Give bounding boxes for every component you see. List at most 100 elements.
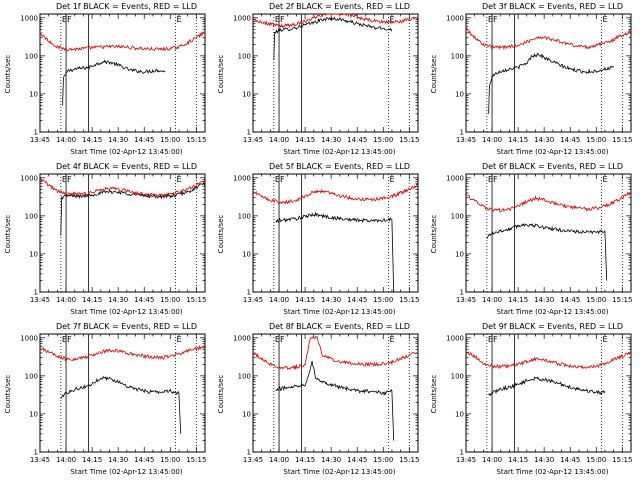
plot-svg: 1 10 100 1000 13:45 14:00 14:15 14:30 14:45 15:00… (233, 173, 419, 304)
x-tick-label: 14:30 (108, 296, 128, 304)
x-tick-label: 14:45 (347, 136, 367, 144)
x-tick-label: 14:00 (482, 296, 502, 304)
plot-frame (39, 173, 206, 293)
time-marker-label: F (67, 335, 72, 344)
y-tick-label: 10 (29, 410, 38, 418)
y-tick-label: 10 (455, 90, 464, 98)
lld-series-line (39, 31, 206, 52)
panel-title: Det 5f BLACK = Events, RED = LLD (268, 162, 411, 171)
x-tick-label: 14:30 (534, 456, 554, 464)
x-tick-label: 14:15 (82, 136, 102, 144)
y-tick-label: 10 (29, 90, 38, 98)
panel-title: Det 7f BLACK = Events, RED = LLD (55, 322, 198, 331)
detector-panel: Det 9f BLACK = Events, RED = LLD Start Ti… (426, 320, 639, 480)
plot-svg: 1 10 100 1000 13:45 14:00 14:15 14:30 14:45 15:00… (446, 173, 632, 304)
time-marker-label: E (488, 335, 493, 344)
x-tick-label: 13:45 (456, 296, 476, 304)
x-tick-label: 14:45 (560, 136, 580, 144)
time-marker-label: F (280, 15, 285, 24)
x-tick-label: 14:45 (134, 456, 154, 464)
time-marker-label: F (67, 175, 72, 184)
plot-svg: 1 10 100 1000 13:45 14:00 14:15 14:30 14:45 15:00… (446, 333, 632, 464)
panel-title: Det 3f BLACK = Events, RED = LLD (481, 2, 624, 11)
y-tick-label: 10 (455, 410, 464, 418)
x-tick-label: 14:15 (82, 456, 102, 464)
time-marker-label: E (389, 175, 394, 184)
detector-panel: Det 1f BLACK = Events, RED = LLD Start Ti… (0, 0, 213, 160)
time-marker-label: E (389, 335, 394, 344)
x-axis-label: Start Time (02-Apr-12 13:45:00) (496, 148, 609, 156)
plot-svg: 1 10 100 1000 13:45 14:00 14:15 14:30 14:45 15:00… (20, 13, 206, 144)
time-marker-label: E (275, 15, 280, 24)
y-tick-label: 1000 (20, 174, 38, 182)
x-tick-label: 14:15 (295, 296, 315, 304)
y-tick-label: 1000 (446, 174, 464, 182)
time-marker-label: E (488, 15, 493, 24)
x-tick-label: 14:30 (534, 296, 554, 304)
y-tick-label: 10 (242, 250, 251, 258)
x-tick-label: 15:00 (373, 136, 393, 144)
panel-title: Det 8f BLACK = Events, RED = LLD (268, 322, 411, 331)
time-marker-label: F (280, 175, 285, 184)
y-tick-label: 1 (460, 129, 464, 137)
x-tick-label: 15:15 (612, 456, 632, 464)
time-marker-label: F (493, 15, 498, 24)
plot-svg: 1 10 100 1000 13:45 14:00 14:15 14:30 14:45 15:00… (20, 173, 206, 304)
y-tick-label: 1 (247, 129, 251, 137)
x-tick-label: 14:00 (269, 296, 289, 304)
time-marker-label: F (280, 335, 285, 344)
lld-series-line (252, 335, 419, 371)
plot-frame (39, 333, 206, 453)
x-tick-label: 15:00 (586, 296, 606, 304)
detector-panel: Det 7f BLACK = Events, RED = LLD Start Ti… (0, 320, 213, 480)
events-series-line (275, 211, 395, 293)
x-tick-label: 14:00 (269, 136, 289, 144)
events-series-line (62, 59, 166, 106)
x-tick-label: 15:00 (160, 136, 180, 144)
events-series-line (486, 223, 608, 281)
x-tick-label: 13:45 (30, 296, 50, 304)
time-marker-label: E (602, 335, 607, 344)
x-tick-label: 14:45 (134, 136, 154, 144)
time-marker-label: E (176, 15, 181, 24)
y-tick-label: 100 (451, 372, 464, 380)
detector-panel: Det 8f BLACK = Events, RED = LLD Start Ti… (213, 320, 426, 480)
x-axis-label: Start Time (02-Apr-12 13:45:00) (283, 148, 396, 156)
x-tick-label: 14:00 (56, 456, 76, 464)
time-marker-label: F (67, 15, 72, 24)
x-tick-label: 14:45 (560, 296, 580, 304)
x-axis-label: Start Time (02-Apr-12 13:45:00) (70, 308, 183, 316)
x-tick-label: 14:00 (482, 456, 502, 464)
x-tick-label: 14:15 (508, 296, 528, 304)
panel-title: Det 1f BLACK = Events, RED = LLD (55, 2, 198, 11)
x-tick-label: 13:45 (243, 456, 263, 464)
events-series-line (273, 16, 393, 60)
x-tick-label: 14:30 (321, 136, 341, 144)
x-tick-label: 13:45 (456, 136, 476, 144)
plot-svg: 1 10 100 1000 13:45 14:00 14:15 14:30 14:45 15:00… (446, 13, 632, 144)
x-tick-label: 14:15 (508, 136, 528, 144)
x-tick-label: 15:15 (399, 136, 419, 144)
time-marker-label: F (493, 175, 498, 184)
time-marker-label: E (275, 175, 280, 184)
x-tick-label: 15:00 (160, 456, 180, 464)
lld-series-line (39, 178, 206, 198)
detector-panel: Det 2f BLACK = Events, RED = LLD Start Ti… (213, 0, 426, 160)
time-marker-label: F (493, 335, 498, 344)
x-tick-label: 15:15 (186, 296, 206, 304)
plot-frame (252, 333, 419, 453)
x-axis-label: Start Time (02-Apr-12 13:45:00) (283, 468, 396, 476)
plot-frame (465, 13, 632, 133)
x-tick-label: 15:00 (373, 296, 393, 304)
x-axis-label: Start Time (02-Apr-12 13:45:00) (70, 148, 183, 156)
y-tick-label: 1 (34, 289, 38, 297)
x-tick-label: 15:00 (586, 136, 606, 144)
x-tick-label: 14:45 (347, 456, 367, 464)
panel-title: Det 9f BLACK = Events, RED = LLD (481, 322, 624, 331)
time-marker-label: E (176, 175, 181, 184)
y-tick-label: 100 (238, 212, 251, 220)
y-tick-label: 1 (34, 129, 38, 137)
time-marker-label: E (602, 15, 607, 24)
detector-panel: Det 3f BLACK = Events, RED = LLD Start Ti… (426, 0, 639, 160)
